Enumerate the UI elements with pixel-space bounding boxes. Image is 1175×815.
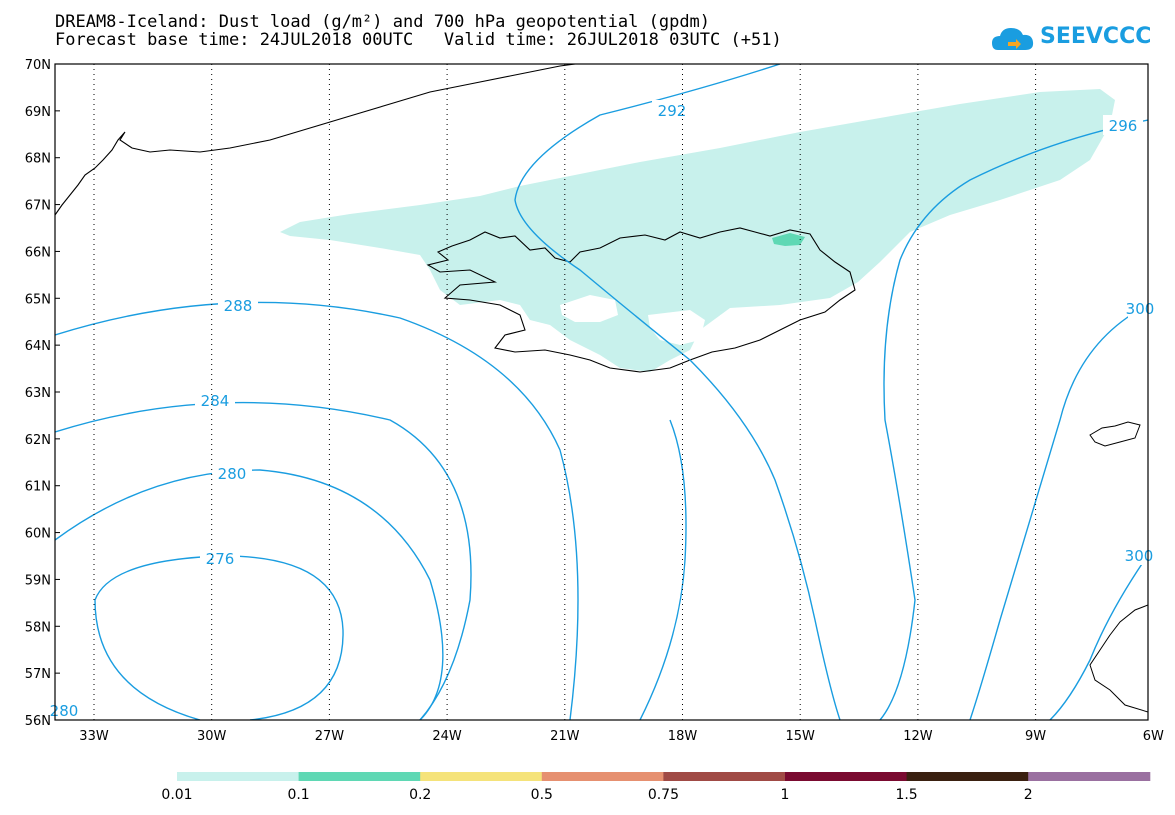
lat-label-60N: 60N — [25, 527, 51, 542]
lat-label-64N: 64N — [25, 339, 51, 354]
lon-label-12W: 12W — [903, 729, 933, 744]
contour-label-300: 300 — [1125, 547, 1154, 565]
colorbar-swatch — [177, 772, 300, 781]
lat-label-61N: 61N — [25, 480, 51, 495]
lat-label-69N: 69N — [25, 105, 51, 120]
lat-label-58N: 58N — [25, 620, 51, 635]
colorbar-swatch — [663, 772, 786, 781]
contour-label-276: 276 — [206, 550, 235, 568]
colorbar-label-1.5: 1.5 — [895, 787, 917, 803]
lon-label-24W: 24W — [432, 729, 462, 744]
contour-label-284: 284 — [201, 392, 230, 410]
colorbar-swatch — [1028, 772, 1151, 781]
lon-label-27W: 27W — [315, 729, 345, 744]
colorbar-label-1: 1 — [781, 787, 790, 803]
lat-label-63N: 63N — [25, 386, 51, 401]
colorbar-label-0.75: 0.75 — [648, 787, 679, 803]
lon-label-9W: 9W — [1025, 729, 1046, 744]
lon-label-30W: 30W — [197, 729, 227, 744]
lat-label-67N: 67N — [25, 199, 51, 214]
lat-label-62N: 62N — [25, 433, 51, 448]
greenland-coastline — [55, 64, 580, 216]
colorbar-label-2: 2 — [1024, 787, 1033, 803]
lon-label-33W: 33W — [79, 729, 109, 744]
dust-load-area — [280, 89, 1115, 372]
lat-label-56N: 56N — [25, 714, 51, 729]
colorbar-swatch — [906, 772, 1029, 781]
colorbar-label-0.1: 0.1 — [287, 787, 309, 803]
colorbar-swatch — [785, 772, 908, 781]
map-title-line-2: Forecast base time: 24JUL2018 00UTC Vali… — [55, 30, 782, 50]
lat-label-70N: 70N — [25, 58, 51, 73]
map-title-line-1: DREAM8-Iceland: Dust load (g/m²) and 700… — [55, 12, 711, 32]
lat-label-57N: 57N — [25, 667, 51, 682]
lon-label-15W: 15W — [785, 729, 815, 744]
lat-label-59N: 59N — [25, 573, 51, 588]
contour-label-292: 292 — [658, 102, 687, 120]
contour-label-300: 300 — [1126, 300, 1155, 318]
lat-label-68N: 68N — [25, 152, 51, 167]
colorbar-swatch — [541, 772, 664, 781]
dust-high-patch — [772, 233, 805, 246]
contour-label-280: 280 — [50, 702, 79, 720]
colorbar-label-0.2: 0.2 — [409, 787, 431, 803]
colorbar-label-0.5: 0.5 — [531, 787, 553, 803]
lat-label-65N: 65N — [25, 292, 51, 307]
colorbar: 0.01 0.1 0.2 0.5 0.75 1 1.5 2 — [161, 772, 1151, 803]
geopotential-contours — [55, 64, 1148, 720]
faroe-islands — [1089, 421, 1141, 447]
colorbar-swatch — [420, 772, 543, 781]
colorbar-label-0.01: 0.01 — [161, 787, 192, 803]
lon-label-6W: 6W — [1143, 729, 1164, 744]
contour-label-296: 296 — [1109, 117, 1138, 135]
cloud-arrow-icon — [992, 28, 1034, 50]
iceland-coastline — [426, 227, 856, 373]
lon-label-18W: 18W — [668, 729, 698, 744]
colorbar-swatch — [298, 772, 421, 781]
contour-label-280: 280 — [218, 465, 247, 483]
scotland-coastline — [1089, 604, 1148, 713]
contour-label-288: 288 — [224, 297, 253, 315]
lon-label-21W: 21W — [550, 729, 580, 744]
logo-text: SEEVCCC — [1040, 24, 1152, 49]
lat-label-66N: 66N — [25, 245, 51, 260]
